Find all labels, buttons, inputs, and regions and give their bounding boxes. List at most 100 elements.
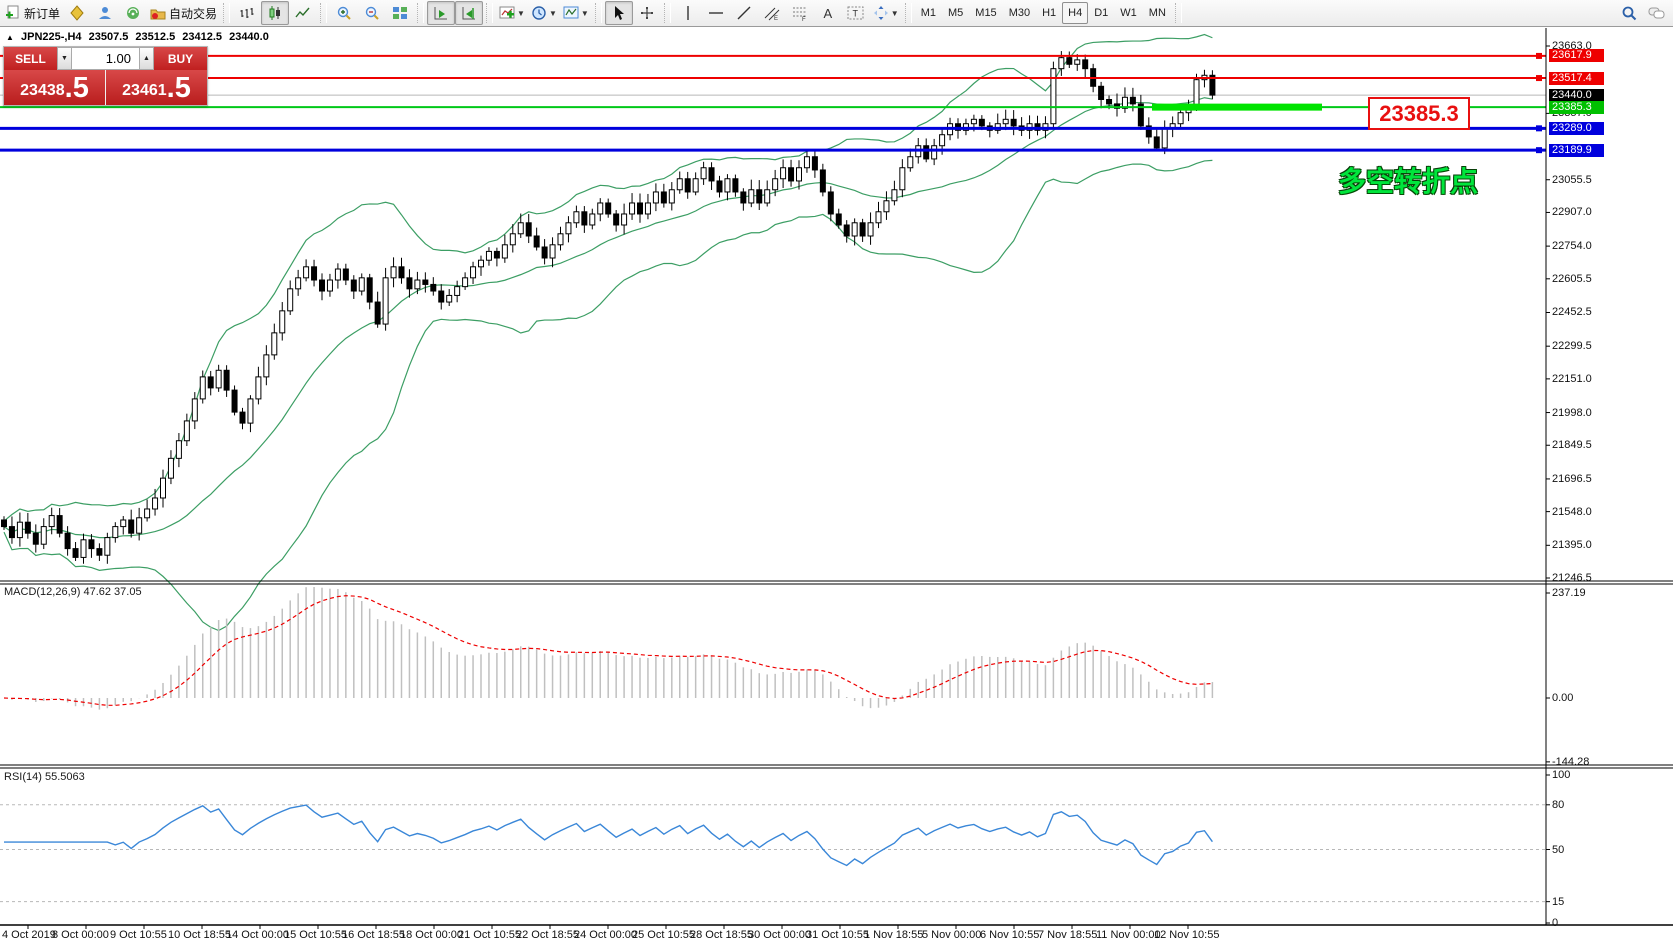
chevron-down-icon: ▼ <box>548 8 557 18</box>
new-order-button[interactable]: 新订单 <box>2 1 63 25</box>
rsi-axis-tick: 80 <box>1552 798 1565 811</box>
price-tag-label: 23440.0 <box>1549 88 1604 102</box>
price-tag-label: 23617.9 <box>1549 49 1604 63</box>
tf-m1-button[interactable]: M1 <box>920 7 936 19</box>
trendline-icon <box>737 6 751 20</box>
cursor-icon <box>614 6 624 20</box>
text-label-tool[interactable]: T <box>842 1 870 25</box>
price-callout-box[interactable]: 23385.3 <box>1368 97 1470 130</box>
line-chart-button[interactable] <box>289 1 317 25</box>
ohlc-low: 23412.5 <box>182 31 223 43</box>
tf-m15-button[interactable]: M15 <box>975 7 997 19</box>
vertical-line-icon <box>687 6 689 20</box>
time-axis-label: 4 Oct 2019 <box>2 929 56 941</box>
bar-chart-icon <box>240 8 254 18</box>
new-order-label: 新订单 <box>24 6 61 21</box>
candlestick-chart-button[interactable] <box>261 1 290 25</box>
bar-chart-button[interactable] <box>233 1 261 25</box>
buy-price-button[interactable]: 23461 .5 <box>106 70 207 105</box>
price-axis-tick: 21548.0 <box>1552 505 1592 518</box>
candlestick-chart-icon <box>269 6 281 20</box>
time-axis-label: 8 Oct 00:00 <box>52 929 109 941</box>
autotrading-button[interactable]: 自动交易 <box>147 1 220 25</box>
metaeditor-button[interactable] <box>63 1 91 25</box>
zoom-in-button[interactable] <box>330 1 358 25</box>
trendline-tool[interactable] <box>730 1 758 25</box>
macd-axis-tick: 237.19 <box>1552 586 1586 599</box>
signal-globe-icon <box>127 7 140 19</box>
price-axis-tick: 21998.0 <box>1552 406 1592 419</box>
ohlc-close: 23440.0 <box>229 31 269 43</box>
chart-shift-icon <box>462 7 476 20</box>
vertical-line-tool[interactable] <box>674 1 702 25</box>
time-axis-label: 25 Oct 10:55 <box>632 929 695 941</box>
crosshair-icon <box>640 7 653 19</box>
cursor-tool-button[interactable] <box>604 1 633 25</box>
collapse-triangle-icon[interactable]: ▲ <box>6 33 14 42</box>
rsi-axis-tick: 15 <box>1552 895 1565 908</box>
tf-mn-button[interactable]: MN <box>1148 7 1166 19</box>
toolbar-separator <box>1174 3 1182 23</box>
toolbar-separator <box>320 3 328 23</box>
sell-price-button[interactable]: 23438 .5 <box>4 70 105 105</box>
user-window-icon <box>99 7 112 19</box>
periods-dropdown[interactable]: ▼ <box>528 1 560 25</box>
chevron-down-icon: ▼ <box>890 8 899 18</box>
arrows-icon <box>873 6 888 20</box>
arrows-dropdown[interactable]: ▼ <box>870 1 902 25</box>
signals-button[interactable] <box>119 1 147 25</box>
volume-down-button[interactable]: ▼ <box>57 47 72 70</box>
tf-w1-button[interactable]: W1 <box>1120 7 1137 19</box>
channel-tool[interactable]: E <box>758 1 786 25</box>
rsi-axis-tick: 0 <box>1552 917 1559 929</box>
indicators-dropdown[interactable]: ▼ <box>496 1 528 25</box>
ohlc-open: 23507.5 <box>88 31 129 43</box>
time-axis-label: 24 Oct 00:00 <box>574 929 637 941</box>
svg-text:T: T <box>852 9 858 19</box>
triangle-down-icon: ▼ <box>61 55 68 62</box>
toolbar-separator <box>594 3 602 23</box>
ohlc-high: 23512.5 <box>135 31 176 43</box>
price-tag-label: 23289.0 <box>1549 121 1604 135</box>
text-tool[interactable]: A <box>814 1 842 25</box>
chart-shift-button[interactable] <box>455 1 484 25</box>
crosshair-tool-button[interactable] <box>633 1 661 25</box>
fibonacci-icon: F <box>792 7 807 21</box>
tf-d1-button[interactable]: D1 <box>1094 7 1109 19</box>
templates-icon <box>563 6 579 19</box>
svg-text:E: E <box>774 16 778 21</box>
time-axis-label: 18 Oct 00:00 <box>400 929 463 941</box>
buy-button[interactable]: BUY <box>154 47 207 70</box>
tf-m30-button[interactable]: M30 <box>1008 7 1031 19</box>
search-button[interactable] <box>1615 1 1643 25</box>
tile-windows-button[interactable] <box>386 1 414 25</box>
price-axis-tick: 23055.5 <box>1552 173 1592 186</box>
tf-h4-button[interactable]: H4 <box>1062 2 1089 24</box>
buy-price-fraction: .5 <box>166 72 191 104</box>
toolbar-separator <box>417 3 425 23</box>
auto-scroll-button[interactable] <box>427 1 456 25</box>
profile-button[interactable] <box>91 1 119 25</box>
time-axis-label: 6 Nov 10:55 <box>980 929 1040 941</box>
zoom-out-button[interactable] <box>358 1 386 25</box>
horizontal-line-tool[interactable] <box>702 1 730 25</box>
fibonacci-tool[interactable]: F <box>786 1 814 25</box>
tf-m5-button[interactable]: M5 <box>948 7 964 19</box>
one-click-trading-panel: SELL ▼ 1.00 ▲ BUY 23438 .5 23461 .5 <box>3 46 208 106</box>
chevron-down-icon: ▼ <box>517 8 525 18</box>
volume-up-button[interactable]: ▲ <box>139 47 154 70</box>
templates-dropdown[interactable]: ▼ <box>560 1 592 25</box>
volume-input[interactable]: 1.00 <box>72 47 139 70</box>
equidistant-channel-icon: E <box>764 7 780 21</box>
sell-price-fraction: .5 <box>64 72 89 104</box>
sell-button[interactable]: SELL <box>4 47 57 70</box>
toolbar-separator <box>486 3 494 23</box>
tile-windows-icon <box>393 7 408 19</box>
time-axis-label: 16 Oct 18:55 <box>342 929 405 941</box>
turning-point-annotation[interactable]: 多空转折点 <box>1338 166 1479 197</box>
chat-button[interactable] <box>1643 1 1671 25</box>
time-axis-label: 9 Oct 10:55 <box>110 929 167 941</box>
time-axis-label: 14 Oct 00:00 <box>226 929 289 941</box>
tf-h1-button[interactable]: H1 <box>1042 7 1057 19</box>
price-axis-tick: 22754.0 <box>1552 240 1592 253</box>
